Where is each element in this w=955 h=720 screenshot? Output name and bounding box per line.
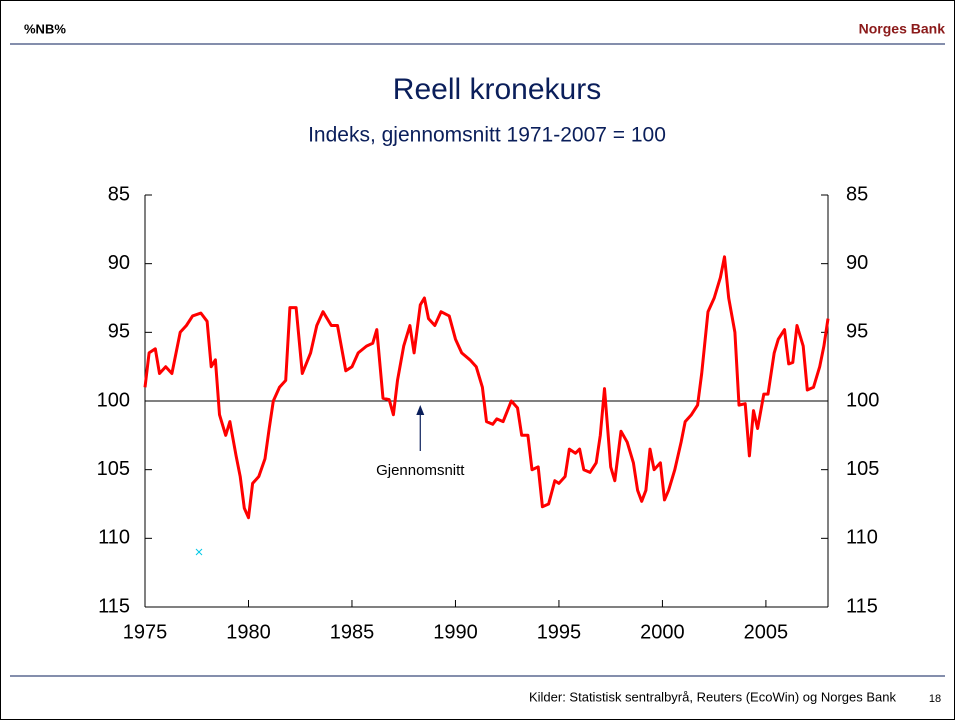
x-tick-label: 1980	[226, 621, 271, 643]
y-tick-label: 100	[97, 389, 130, 411]
brand: Norges Bank	[859, 21, 946, 37]
y2-tick-label: 95	[846, 321, 868, 343]
data-line	[143, 255, 830, 520]
annotation-arrowhead	[416, 405, 425, 415]
x-tick-label: 2000	[640, 621, 685, 643]
chart-title: Reell kronekurs	[393, 73, 601, 106]
y2-tick-label: 105	[846, 458, 879, 480]
y-tick-label: 105	[97, 458, 130, 480]
y2-tick-label: 100	[846, 389, 879, 411]
y-tick-label: 115	[98, 595, 130, 617]
y2-tick-label: 110	[846, 527, 878, 549]
source: Kilder: Statistisk sentralbyrå, Reuters …	[529, 689, 897, 704]
annotation: Gjennomsnitt	[376, 462, 465, 479]
y2-tick-label: 85	[846, 183, 868, 205]
y-tick-label: 90	[108, 252, 130, 274]
x-tick-label: 1995	[537, 621, 582, 643]
x-tick-label: 1975	[123, 621, 168, 643]
page-number: 18	[929, 693, 941, 705]
y2-tick-label: 115	[846, 595, 878, 617]
stray-marker	[195, 548, 203, 556]
chart-subtitle: Indeks, gjennomsnitt 1971-2007 = 100	[308, 124, 666, 147]
y-tick-label: 85	[108, 183, 130, 205]
y-tick-label: 110	[98, 527, 130, 549]
x-tick-label: 1990	[433, 621, 478, 643]
y2-tick-label: 90	[846, 252, 868, 274]
x-tick-label: 2005	[744, 621, 789, 643]
logo: %NB%	[24, 21, 66, 36]
y-tick-label: 95	[108, 321, 130, 343]
x-tick-label: 1985	[330, 621, 375, 643]
